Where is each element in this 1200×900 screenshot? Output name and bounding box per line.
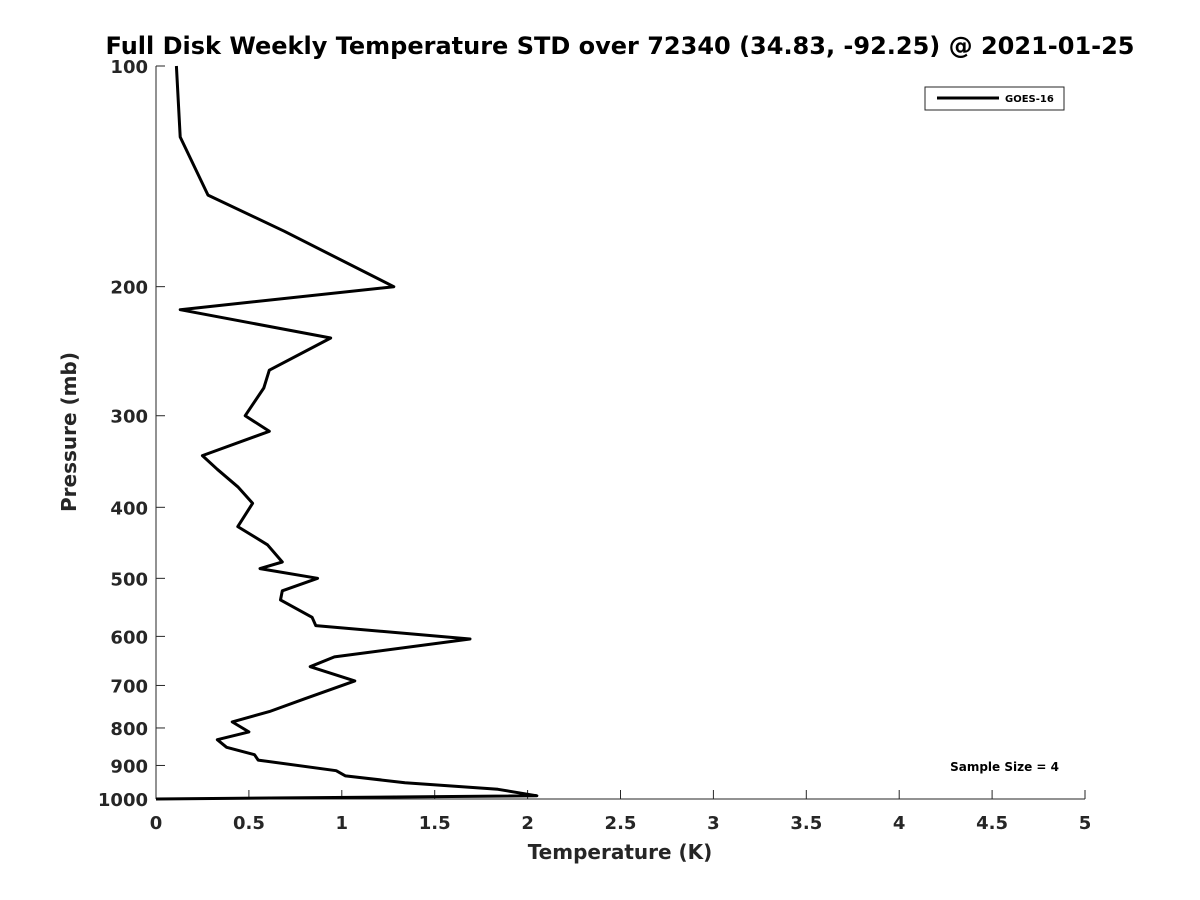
- series-line-goes-16: [155, 65, 539, 801]
- x-tick-label: 4.5: [976, 813, 1008, 834]
- y-tick-label: 800: [110, 719, 148, 740]
- y-tick-label: 600: [110, 627, 148, 648]
- x-tick-label: 0: [150, 813, 163, 834]
- x-tick-label: 2.5: [605, 813, 637, 834]
- x-tick-label: 2: [521, 813, 534, 834]
- x-tick-label: 5: [1079, 813, 1092, 834]
- y-tick-label: 1000: [98, 790, 148, 811]
- legend-label: GOES-16: [1005, 94, 1054, 105]
- y-tick-label: 300: [110, 407, 148, 428]
- x-tick-label: 3: [707, 813, 720, 834]
- y-axis-label: Pressure (mb): [57, 352, 81, 512]
- x-tick-label: 4: [893, 813, 906, 834]
- x-tick-label: 1.5: [419, 813, 451, 834]
- plot-area: 0 0.5 1 1.5 2 2.5 3 3.5 4 4.5 5 100 200 300 400 500 600…: [98, 57, 1091, 834]
- y-tick-label: 900: [110, 756, 148, 777]
- y-tick-label: 100: [110, 57, 148, 78]
- legend: GOES-16: [924, 86, 1065, 111]
- sample-size-annotation: Sample Size = 4: [950, 760, 1059, 774]
- y-tick-label: 500: [110, 569, 148, 590]
- y-ticks: 100 200 300 400 500 600 700 800 900 1000: [98, 57, 165, 811]
- y-tick-label: 200: [110, 278, 148, 299]
- x-tick-label: 1: [336, 813, 349, 834]
- x-tick-label: 3.5: [790, 813, 822, 834]
- x-axis-label: Temperature (K): [528, 840, 713, 864]
- y-tick-label: 400: [110, 498, 148, 519]
- x-ticks: 0 0.5 1 1.5 2 2.5 3 3.5 4 4.5 5: [150, 790, 1092, 834]
- y-tick-label: 700: [110, 676, 148, 697]
- x-tick-label: 0.5: [233, 813, 265, 834]
- chart-title: Full Disk Weekly Temperature STD over 72…: [106, 32, 1135, 60]
